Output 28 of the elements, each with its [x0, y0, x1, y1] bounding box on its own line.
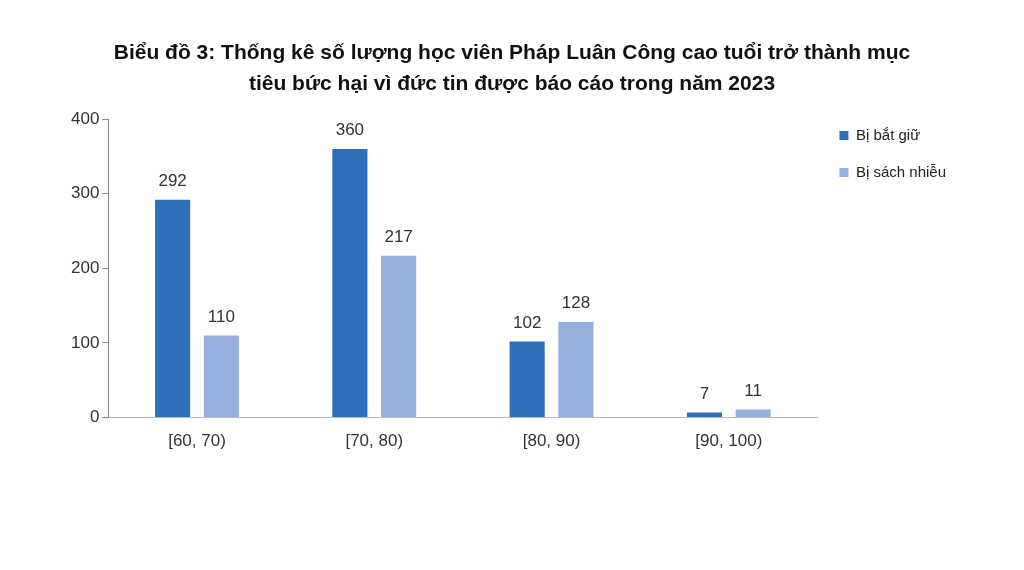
bar	[558, 322, 594, 418]
bar	[686, 412, 722, 418]
y-tick-label: 100	[70, 332, 100, 352]
y-tick-label: 300	[70, 183, 100, 203]
chart-title: Biểu đồ 3: Thống kê số lượng học viên Pháp Luân Công cao tuổi trở thành mục tiêu bức hại vì đức tin được báo cáo trong năm 2023	[112, 39, 912, 96]
y-tick-label: 200	[70, 258, 100, 278]
data-label: 102	[512, 312, 542, 332]
legend-label: Bị bắt giữ	[855, 125, 921, 143]
data-label: 110	[207, 306, 235, 326]
data-label: 11	[744, 380, 763, 400]
data-label: 292	[158, 170, 187, 190]
y-tick-label: 400	[70, 108, 100, 128]
x-tick-label: [60, 70)	[168, 431, 226, 451]
data-label: 360	[335, 120, 365, 140]
data-label: 128	[561, 293, 591, 313]
bar	[509, 341, 545, 418]
x-tick-label: [80, 90)	[522, 431, 581, 451]
bar	[332, 149, 368, 418]
bar	[735, 409, 771, 418]
legend-label: Bị sách nhiễu	[855, 162, 946, 180]
x-tick-label: [90, 100)	[695, 431, 763, 451]
bar	[381, 255, 417, 418]
bar	[203, 335, 239, 418]
data-label: 7	[699, 383, 710, 403]
data-label: 217	[384, 226, 413, 246]
bar	[155, 199, 191, 418]
x-tick-label: [70, 80)	[345, 431, 404, 451]
y-tick-label: 0	[89, 407, 100, 427]
